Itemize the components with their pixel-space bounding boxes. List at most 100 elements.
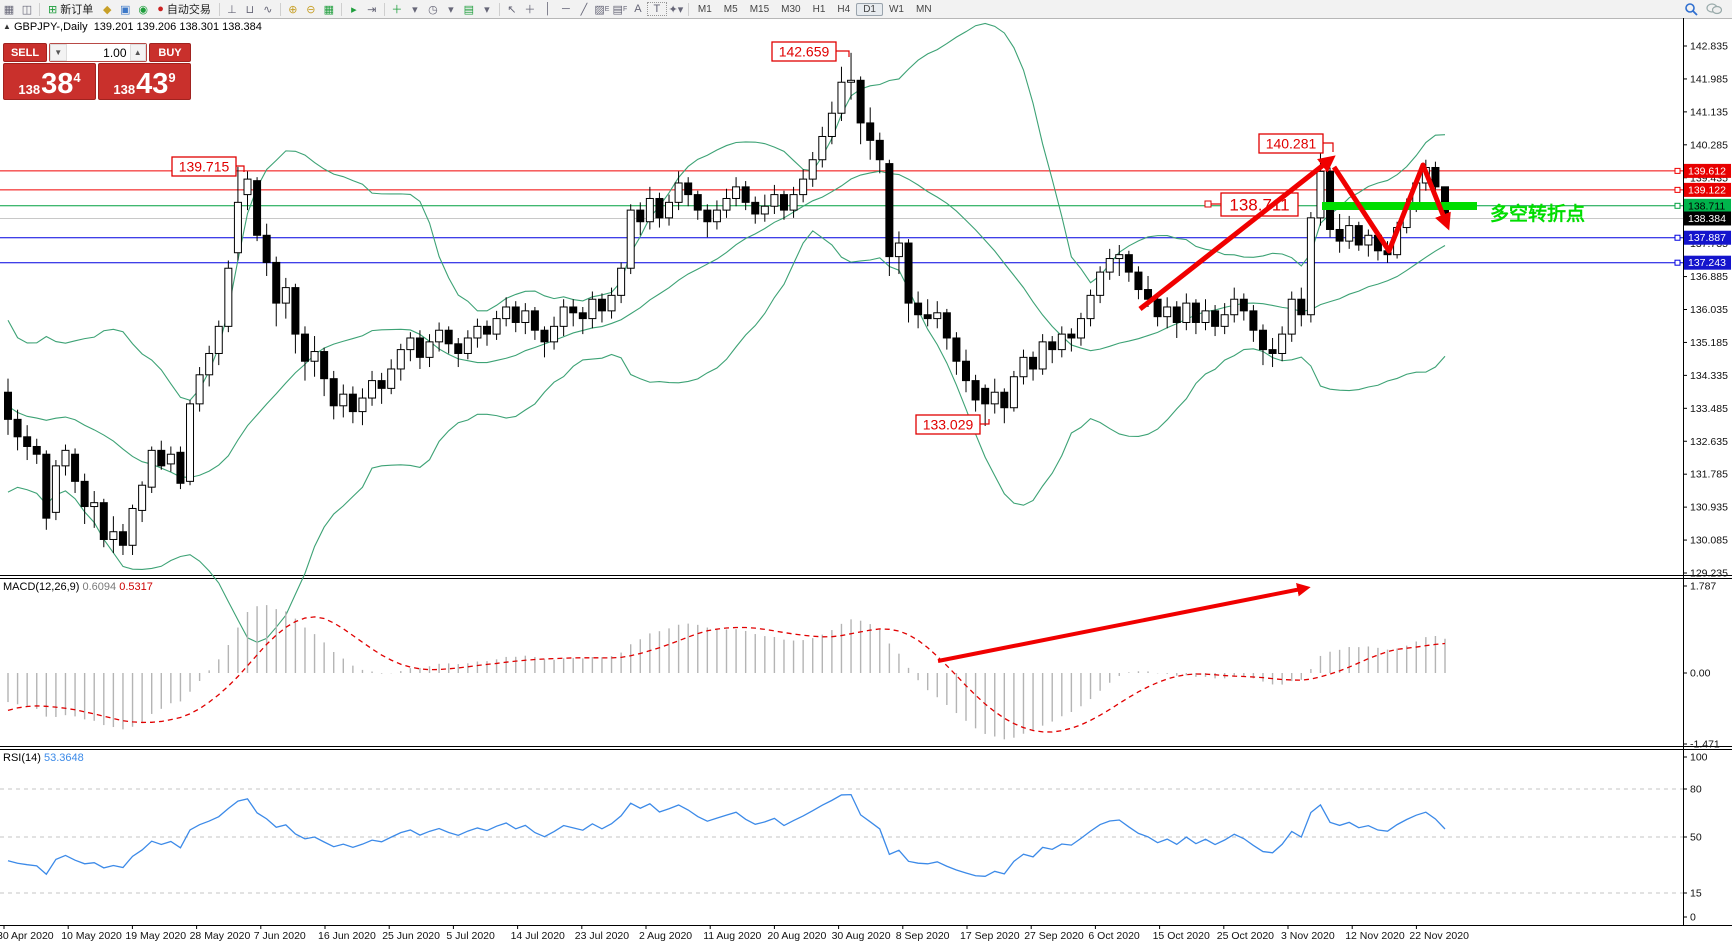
new-chart-icon[interactable]: ▦ <box>3 3 15 16</box>
volume-up-button[interactable]: ▲ <box>129 44 146 61</box>
svg-text:12 Nov 2020: 12 Nov 2020 <box>1345 930 1405 942</box>
svg-text:130.085: 130.085 <box>1690 535 1728 547</box>
toolbar-separator <box>279 2 281 16</box>
line-chart-icon[interactable]: ∿ <box>263 3 273 16</box>
svg-text:100: 100 <box>1690 752 1708 764</box>
timeframe-m15[interactable]: M15 <box>749 3 770 15</box>
sell-button[interactable]: SELL <box>3 43 47 62</box>
svg-text:130.935: 130.935 <box>1690 502 1728 514</box>
text-icon[interactable]: A <box>634 3 642 15</box>
svg-text:136.885: 136.885 <box>1690 271 1728 283</box>
svg-text:137.887: 137.887 <box>1688 232 1726 244</box>
bollinger-bands <box>7 22 1446 643</box>
buy-price-sup: 9 <box>168 70 176 85</box>
buy-price-button[interactable]: 138 43 9 <box>98 63 191 100</box>
chat-icon[interactable] <box>1706 2 1722 16</box>
svg-text:15 Oct 2020: 15 Oct 2020 <box>1153 930 1210 942</box>
hline-icon[interactable]: ─ <box>561 3 570 15</box>
timeframe-h4[interactable]: H4 <box>837 3 851 15</box>
search-icon[interactable] <box>1684 2 1698 16</box>
timeframe-w1[interactable]: W1 <box>888 3 904 15</box>
svg-text:20 Aug 2020: 20 Aug 2020 <box>767 930 826 942</box>
sell-price-button[interactable]: 138 38 4 <box>3 63 96 100</box>
timeframe-m5[interactable]: M5 <box>723 3 738 15</box>
dropdown-icon[interactable]: ▾ <box>448 3 454 16</box>
macd-main-value: 0.6094 <box>82 581 117 593</box>
zigzag-arrow <box>1138 155 1336 311</box>
svg-text:6 Oct 2020: 6 Oct 2020 <box>1088 930 1140 942</box>
svg-text:10 May 2020: 10 May 2020 <box>61 930 122 942</box>
svg-text:8 Sep 2020: 8 Sep 2020 <box>896 930 950 942</box>
terminal-icon[interactable]: ▣ <box>120 3 131 16</box>
tile-windows-icon[interactable]: ▦ <box>323 3 335 16</box>
price-tag-text: 133.029 <box>923 417 974 433</box>
timeframe-m1[interactable]: M1 <box>697 3 712 15</box>
volume-input[interactable] <box>66 44 130 61</box>
svg-text:30 Apr 2020: 30 Apr 2020 <box>0 930 54 942</box>
channel-icon[interactable]: ▨ E <box>594 3 610 16</box>
svg-text:0: 0 <box>1690 912 1696 924</box>
symbol-label: GBPJPY-,Daily <box>14 21 88 33</box>
fibo-icon[interactable]: ▤ F <box>612 3 628 16</box>
zigzag-arrow <box>1331 162 1451 254</box>
svg-text:17 Sep 2020: 17 Sep 2020 <box>960 930 1020 942</box>
dropdown-icon[interactable]: ▾ <box>412 3 418 16</box>
label-icon[interactable]: T <box>646 2 667 16</box>
svg-text:19 May 2020: 19 May 2020 <box>125 930 186 942</box>
timeframe-h1[interactable]: H1 <box>812 3 826 15</box>
chart-area[interactable]: 142.835141.985141.135140.285139.435138.5… <box>0 18 1732 944</box>
svg-text:131.785: 131.785 <box>1690 469 1728 481</box>
price-tag-text: 139.715 <box>179 159 230 175</box>
svg-text:1.787: 1.787 <box>1690 581 1716 593</box>
crosshair-icon[interactable]: ＋ <box>524 4 536 16</box>
svg-text:-1.471: -1.471 <box>1690 739 1720 751</box>
svg-text:138.384: 138.384 <box>1688 213 1726 225</box>
macd-panel: 1.787 0.00 -1.471 <box>7 581 1720 751</box>
svg-text:142.835: 142.835 <box>1690 41 1728 53</box>
timeframe-mn[interactable]: MN <box>915 3 932 15</box>
template-icon[interactable]: ▤ <box>463 3 475 16</box>
volume-down-button[interactable]: ▼ <box>50 44 67 61</box>
toolbar-separator <box>340 2 342 16</box>
svg-text:23 Jul 2020: 23 Jul 2020 <box>575 930 629 942</box>
autotrade-button[interactable]: ● 自动交易 <box>152 1 216 17</box>
svg-text:3 Nov 2020: 3 Nov 2020 <box>1281 930 1335 942</box>
cursor-icon[interactable]: ↖ <box>507 3 517 16</box>
shapes-icon[interactable]: ✦▾ <box>668 3 684 16</box>
price-axis: 142.835141.985141.135140.285139.435138.5… <box>1683 41 1731 580</box>
profiles-icon[interactable]: ◫ <box>21 3 33 16</box>
svg-text:5 Jul 2020: 5 Jul 2020 <box>446 930 495 942</box>
autotrade-label: 自动交易 <box>166 4 211 16</box>
volume-stepper: ▼ ▲ <box>49 43 147 62</box>
autoscroll-icon[interactable]: ▸ <box>351 3 357 16</box>
trendline-icon[interactable]: ╱ <box>580 3 588 16</box>
radar-icon[interactable]: ◉ <box>138 3 149 16</box>
buy-button[interactable]: BUY <box>149 43 191 62</box>
chinese-note-text: 多空转折点 <box>1490 202 1585 225</box>
timeframe-d1[interactable]: D1 <box>856 2 883 16</box>
collapse-triangle-icon[interactable]: ▲ <box>3 22 11 31</box>
chart-title: GBPJPY-,Daily 139.201 139.206 138.301 13… <box>14 21 262 33</box>
dropdown-icon[interactable]: ▾ <box>484 3 490 16</box>
add-indicator-icon[interactable]: ＋ <box>391 4 403 16</box>
zoom-out-icon[interactable]: ⊖ <box>306 3 316 16</box>
candle-chart-icon[interactable]: ⊔ <box>245 3 255 16</box>
toolbar-separator <box>498 2 500 16</box>
buy-price-prefix: 138 <box>113 82 136 97</box>
chart-shift-icon[interactable]: ⇥ <box>367 3 377 16</box>
svg-text:136.035: 136.035 <box>1690 304 1728 316</box>
vline-icon[interactable]: │ <box>544 3 552 15</box>
svg-text:134.335: 134.335 <box>1690 370 1728 382</box>
new-order-icon: ⊞ <box>48 3 58 16</box>
expert-icon[interactable]: ◆ <box>102 3 112 16</box>
ohlc-values: 139.201 139.206 138.301 138.384 <box>93 21 262 33</box>
new-order-button[interactable]: ⊞ 新订单 <box>43 1 98 17</box>
period-icon[interactable]: ◷ <box>428 3 438 16</box>
svg-text:80: 80 <box>1690 784 1702 796</box>
price-tag-text: 142.659 <box>779 44 830 60</box>
timeframe-m30[interactable]: M30 <box>781 3 801 15</box>
bar-chart-icon[interactable]: ⊥ <box>227 3 237 16</box>
zoom-in-icon[interactable]: ⊕ <box>288 3 298 16</box>
